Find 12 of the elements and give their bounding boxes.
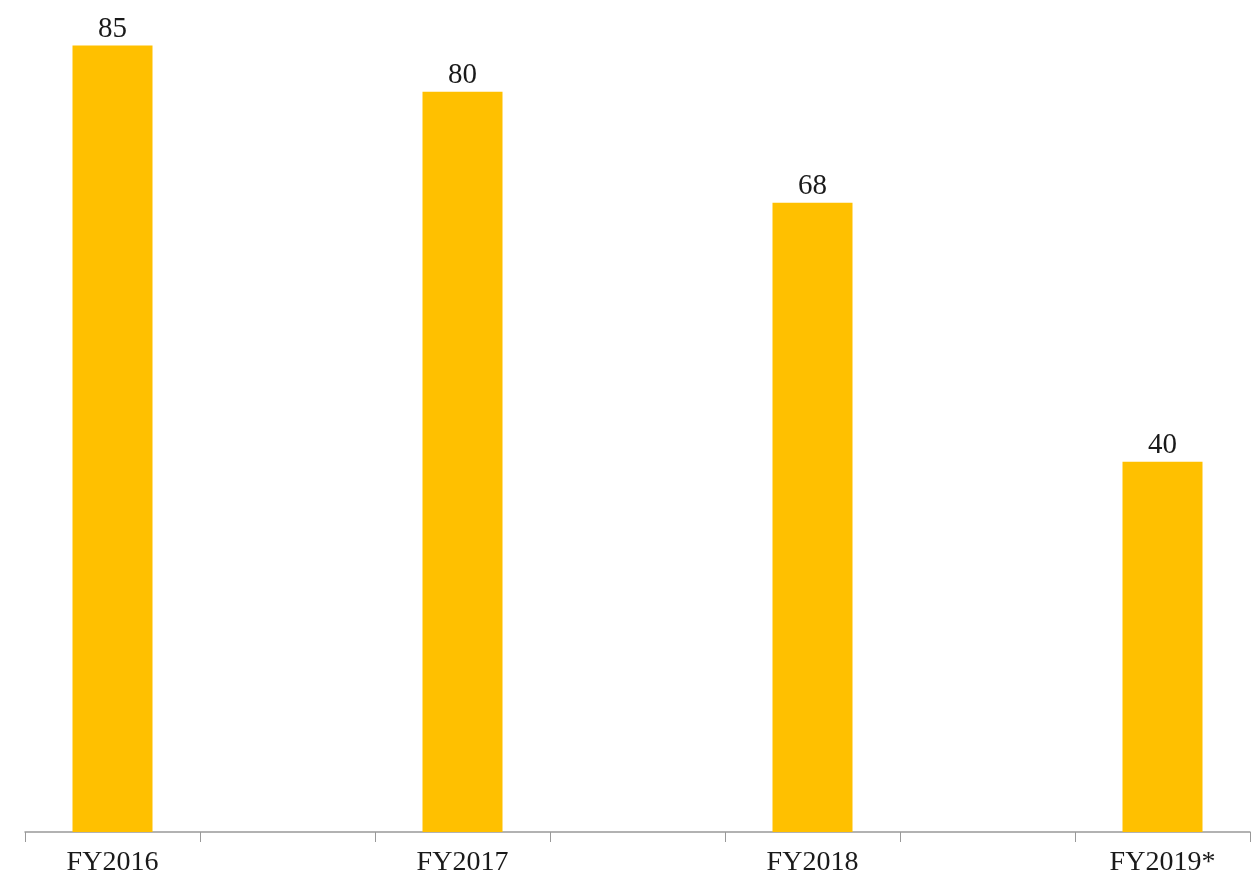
data-label: 68 bbox=[798, 168, 827, 201]
bar bbox=[772, 202, 853, 832]
x-tick-label: FY2018 bbox=[766, 844, 859, 876]
data-label: 85 bbox=[98, 10, 127, 43]
data-label: 80 bbox=[448, 57, 477, 90]
x-tick-label: FY2019* bbox=[1109, 844, 1216, 876]
x-tick-label: FY2017 bbox=[416, 844, 509, 876]
data-label: 40 bbox=[1148, 427, 1177, 460]
x-tick-label: FY2016 bbox=[66, 844, 159, 876]
bar bbox=[422, 91, 503, 832]
bar bbox=[1122, 461, 1203, 832]
bar bbox=[72, 45, 153, 832]
